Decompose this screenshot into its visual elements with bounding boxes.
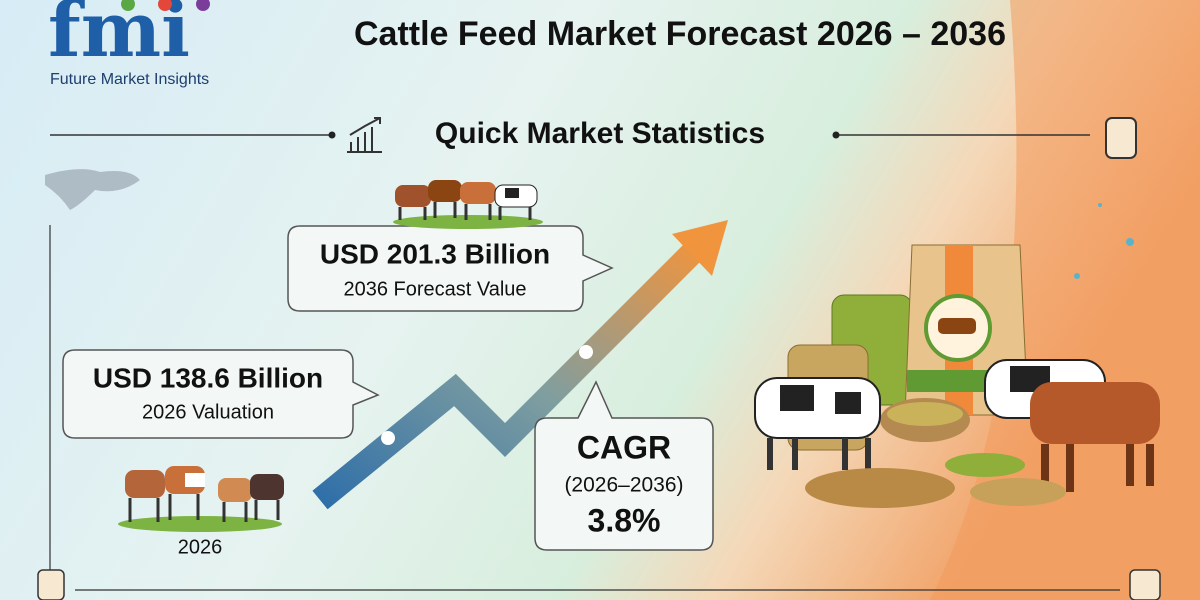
forecast-value: USD 201.3 Billion (320, 238, 550, 269)
logo-mark: fmi (48, 0, 190, 74)
decor-dots (1074, 203, 1134, 279)
arrow-dot (381, 431, 395, 445)
chart-icon (347, 117, 382, 153)
logo-name: Future Market Insights (50, 71, 209, 88)
section-title: Quick Market Statistics (435, 117, 765, 150)
callout (287, 225, 614, 312)
arrow-head (672, 220, 728, 276)
callout (534, 380, 714, 551)
sack-icon (1105, 117, 1137, 159)
cagr-value: 3.8% (588, 502, 661, 538)
cagr-title: CAGR (577, 429, 671, 465)
cattle-herd (393, 180, 543, 229)
trend-arrow (312, 236, 709, 510)
logo-dot (196, 0, 210, 11)
feed-illustration (754, 244, 1160, 508)
cattle-herd (118, 466, 284, 532)
cagr-period: (2026–2036) (564, 474, 683, 497)
forecast-label: 2036 Forecast Value (343, 278, 526, 300)
logo-dot (158, 0, 172, 11)
title: Cattle Feed Market Forecast 2026 – 2036 (354, 15, 1006, 53)
world-map-icon (45, 169, 140, 210)
valuation-value: USD 138.6 Billion (93, 362, 323, 393)
year-label: 2026 (178, 536, 223, 558)
arrow-dot (579, 345, 593, 359)
callout (62, 349, 380, 439)
divider-dot (832, 131, 840, 139)
valuation-label: 2026 Valuation (142, 401, 274, 423)
sack-icon (37, 569, 65, 600)
sack-icon (1129, 569, 1161, 600)
divider-dot (328, 131, 336, 139)
logo-dot (121, 0, 135, 11)
